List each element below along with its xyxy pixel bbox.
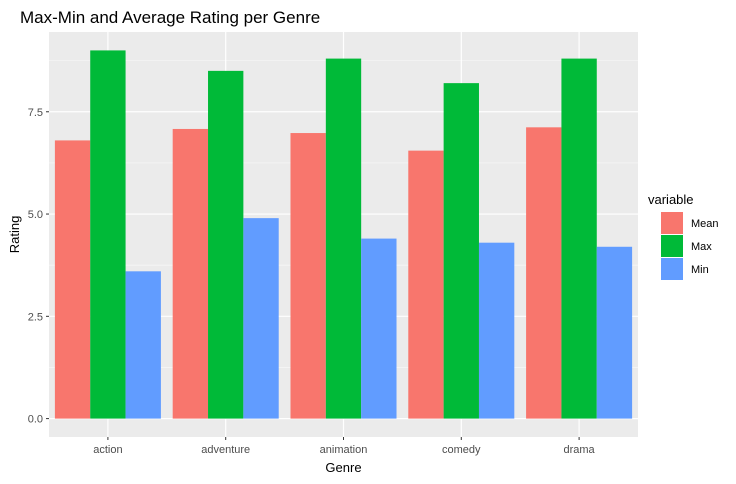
x-tick-label-action: action: [93, 444, 122, 456]
bar-min-comedy: [478, 242, 515, 419]
y-axis-ticks: 0.0 2.5 5.0 7.5: [28, 107, 49, 426]
bar-mean-animation: [290, 133, 326, 419]
bar-max-drama: [561, 58, 597, 419]
x-tick-label-comedy: comedy: [442, 444, 481, 456]
legend-label-min: Min: [691, 264, 709, 276]
y-tick-label: 7.5: [28, 107, 43, 119]
x-tick-label-drama: drama: [564, 444, 596, 456]
legend-key-mean: [661, 212, 683, 234]
legend-label-mean: Mean: [691, 218, 719, 230]
legend: variable Mean Max Min: [648, 192, 719, 280]
bar-mean-adventure: [172, 128, 209, 419]
y-tick-label: 2.5: [28, 311, 43, 323]
bar-mean-comedy: [408, 150, 444, 419]
legend-key-min: [661, 258, 683, 280]
y-axis-title: Rating: [7, 216, 22, 254]
legend-label-max: Max: [691, 241, 712, 253]
bar-max-comedy: [443, 83, 479, 419]
bars: [54, 50, 633, 419]
legend-key-max: [661, 235, 683, 257]
bar-min-drama: [596, 246, 633, 419]
bar-min-adventure: [243, 218, 279, 419]
bar-max-animation: [325, 58, 362, 419]
x-axis-ticks: action adventure animation comedy drama: [93, 437, 596, 456]
bar-min-animation: [361, 238, 397, 419]
bar-mean-drama: [526, 127, 562, 419]
bar-max-adventure: [208, 70, 244, 419]
y-tick-label: 0.0: [28, 414, 43, 426]
legend-title: variable: [648, 192, 694, 207]
bar-max-action: [90, 50, 126, 419]
x-tick-label-animation: animation: [320, 444, 368, 456]
x-axis-title: Genre: [325, 460, 361, 475]
bar-min-action: [125, 271, 161, 419]
y-tick-label: 5.0: [28, 209, 43, 221]
chart-title: Max-Min and Average Rating per Genre: [20, 8, 320, 27]
bar-mean-action: [54, 140, 91, 419]
x-tick-label-adventure: adventure: [201, 444, 250, 456]
